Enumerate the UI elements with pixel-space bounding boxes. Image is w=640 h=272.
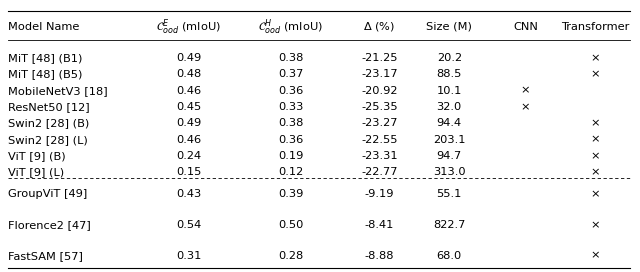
Text: ×: × bbox=[591, 53, 600, 63]
Text: ViT [9] (B): ViT [9] (B) bbox=[8, 151, 65, 161]
Text: MiT [48] (B5): MiT [48] (B5) bbox=[8, 69, 82, 79]
Text: 203.1: 203.1 bbox=[433, 135, 465, 145]
Text: 0.45: 0.45 bbox=[176, 102, 202, 112]
Text: 0.43: 0.43 bbox=[176, 189, 202, 199]
Text: ResNet50 [12]: ResNet50 [12] bbox=[8, 102, 90, 112]
Text: -25.35: -25.35 bbox=[361, 102, 397, 112]
Text: ×: × bbox=[521, 86, 531, 96]
Text: 313.0: 313.0 bbox=[433, 167, 465, 177]
Text: 0.54: 0.54 bbox=[176, 220, 202, 230]
Text: MobileNetV3 [18]: MobileNetV3 [18] bbox=[8, 86, 108, 96]
Text: 0.38: 0.38 bbox=[278, 53, 303, 63]
Text: $\mathcal{C}^{E}_{ood}$ (mIoU): $\mathcal{C}^{E}_{ood}$ (mIoU) bbox=[156, 17, 221, 37]
Text: ×: × bbox=[591, 118, 600, 128]
Text: ×: × bbox=[591, 189, 600, 199]
Text: -22.55: -22.55 bbox=[361, 135, 397, 145]
Text: MiT [48] (B1): MiT [48] (B1) bbox=[8, 53, 82, 63]
Text: 0.15: 0.15 bbox=[176, 167, 202, 177]
Text: ×: × bbox=[521, 102, 531, 112]
Text: Transformer: Transformer bbox=[561, 22, 630, 32]
Text: 32.0: 32.0 bbox=[436, 102, 462, 112]
Text: 0.46: 0.46 bbox=[176, 135, 202, 145]
Text: 0.24: 0.24 bbox=[176, 151, 202, 161]
Text: 0.19: 0.19 bbox=[278, 151, 303, 161]
Text: ×: × bbox=[591, 220, 600, 230]
Text: 0.49: 0.49 bbox=[176, 53, 202, 63]
Text: -21.25: -21.25 bbox=[361, 53, 397, 63]
Text: ×: × bbox=[591, 135, 600, 145]
Text: ViT [9] (L): ViT [9] (L) bbox=[8, 167, 64, 177]
Text: -23.27: -23.27 bbox=[361, 118, 397, 128]
Text: GroupViT [49]: GroupViT [49] bbox=[8, 189, 87, 199]
Text: 0.50: 0.50 bbox=[278, 220, 303, 230]
Text: 0.36: 0.36 bbox=[278, 86, 303, 96]
Text: 68.0: 68.0 bbox=[436, 251, 462, 261]
Text: 0.49: 0.49 bbox=[176, 118, 202, 128]
Text: Size (M): Size (M) bbox=[426, 22, 472, 32]
Text: ×: × bbox=[591, 167, 600, 177]
Text: $\Delta$ (%): $\Delta$ (%) bbox=[364, 20, 396, 33]
Text: 0.36: 0.36 bbox=[278, 135, 303, 145]
Text: -22.77: -22.77 bbox=[361, 167, 397, 177]
Text: 94.4: 94.4 bbox=[436, 118, 462, 128]
Text: -23.17: -23.17 bbox=[361, 69, 397, 79]
Text: 0.12: 0.12 bbox=[278, 167, 303, 177]
Text: FastSAM [57]: FastSAM [57] bbox=[8, 251, 83, 261]
Text: Florence2 [47]: Florence2 [47] bbox=[8, 220, 90, 230]
Text: 0.46: 0.46 bbox=[176, 86, 202, 96]
Text: -9.19: -9.19 bbox=[365, 189, 394, 199]
Text: 822.7: 822.7 bbox=[433, 220, 465, 230]
Text: -23.31: -23.31 bbox=[361, 151, 397, 161]
Text: Model Name: Model Name bbox=[8, 22, 79, 32]
Text: ×: × bbox=[591, 69, 600, 79]
Text: 55.1: 55.1 bbox=[436, 189, 462, 199]
Text: 10.1: 10.1 bbox=[436, 86, 462, 96]
Text: ×: × bbox=[591, 151, 600, 161]
Text: 0.39: 0.39 bbox=[278, 189, 303, 199]
Text: CNN: CNN bbox=[513, 22, 538, 32]
Text: 0.28: 0.28 bbox=[278, 251, 303, 261]
Text: Swin2 [28] (L): Swin2 [28] (L) bbox=[8, 135, 88, 145]
Text: 94.7: 94.7 bbox=[436, 151, 462, 161]
Text: $\mathcal{C}^{H}_{ood}$ (mIoU): $\mathcal{C}^{H}_{ood}$ (mIoU) bbox=[258, 17, 323, 37]
Text: -20.92: -20.92 bbox=[361, 86, 397, 96]
Text: 0.38: 0.38 bbox=[278, 118, 303, 128]
Text: 0.37: 0.37 bbox=[278, 69, 303, 79]
Text: ×: × bbox=[591, 251, 600, 261]
Text: 0.31: 0.31 bbox=[176, 251, 202, 261]
Text: Swin2 [28] (B): Swin2 [28] (B) bbox=[8, 118, 89, 128]
Text: -8.88: -8.88 bbox=[365, 251, 394, 261]
Text: 0.33: 0.33 bbox=[278, 102, 303, 112]
Text: 0.48: 0.48 bbox=[176, 69, 202, 79]
Text: 88.5: 88.5 bbox=[436, 69, 462, 79]
Text: 20.2: 20.2 bbox=[436, 53, 462, 63]
Text: -8.41: -8.41 bbox=[365, 220, 394, 230]
